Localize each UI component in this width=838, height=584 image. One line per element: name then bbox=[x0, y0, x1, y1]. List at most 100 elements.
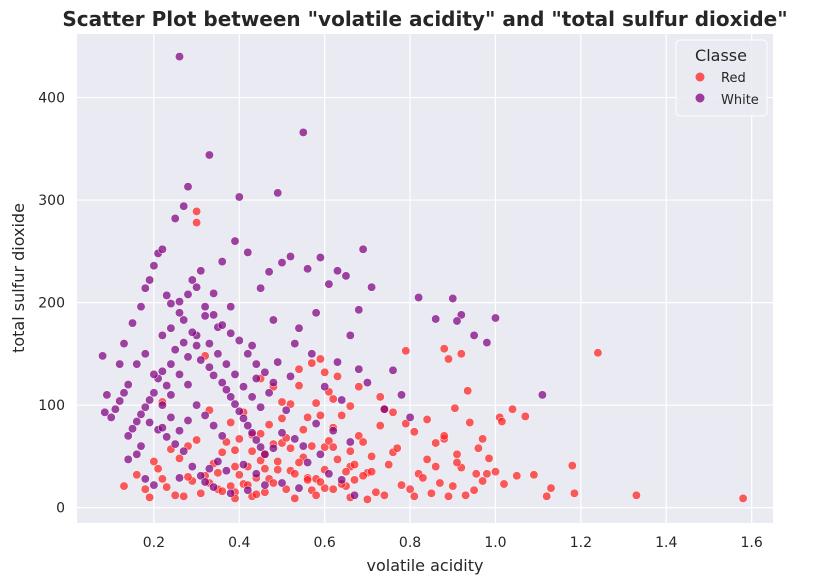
legend: Classe Red White bbox=[675, 39, 768, 117]
data-point-white bbox=[337, 475, 347, 485]
data-point-red bbox=[286, 443, 295, 453]
data-point-white bbox=[149, 388, 159, 398]
data-point-white bbox=[166, 390, 176, 400]
data-point-white bbox=[145, 418, 155, 427]
data-point-white bbox=[157, 423, 167, 433]
data-point-white bbox=[175, 473, 184, 483]
data-point-red bbox=[546, 483, 556, 493]
data-point-red bbox=[273, 465, 283, 475]
data-point-white bbox=[256, 442, 266, 452]
data-point-red bbox=[277, 397, 287, 407]
data-point-red bbox=[478, 434, 488, 444]
data-point-red bbox=[277, 413, 287, 423]
data-point-white bbox=[209, 310, 219, 320]
data-point-white bbox=[234, 336, 244, 345]
data-point-red bbox=[315, 354, 325, 364]
data-point-white bbox=[354, 305, 364, 315]
data-point-red bbox=[401, 419, 411, 429]
data-point-white bbox=[196, 355, 206, 365]
data-point-red bbox=[192, 218, 202, 228]
data-point-red bbox=[119, 481, 129, 491]
data-point-red bbox=[303, 475, 313, 485]
y-axis-label: total sulfur dioxide bbox=[9, 203, 28, 353]
data-point-red bbox=[405, 484, 415, 494]
data-point-red bbox=[379, 490, 389, 500]
data-point-white bbox=[354, 364, 364, 374]
data-point-white bbox=[307, 349, 317, 359]
data-point-white bbox=[260, 367, 270, 377]
data-point-white bbox=[110, 404, 120, 414]
data-point-white bbox=[166, 323, 176, 333]
data-point-white bbox=[200, 477, 210, 487]
data-point-red bbox=[341, 467, 351, 477]
data-point-red bbox=[251, 489, 261, 499]
x-tick-label: 1.6 bbox=[741, 535, 763, 551]
data-point-red bbox=[328, 394, 338, 404]
data-point-white bbox=[256, 402, 266, 412]
data-point-red bbox=[145, 492, 155, 502]
data-point-white bbox=[431, 314, 441, 324]
data-point-red bbox=[439, 344, 449, 354]
data-point-red bbox=[631, 490, 641, 500]
data-point-red bbox=[350, 475, 359, 485]
data-point-red bbox=[153, 464, 163, 474]
data-point-red bbox=[247, 446, 257, 456]
data-point-white bbox=[196, 266, 206, 276]
data-point-red bbox=[294, 364, 304, 374]
data-point-red bbox=[473, 443, 483, 453]
data-point-white bbox=[217, 257, 227, 267]
data-point-white bbox=[132, 359, 142, 369]
data-point-white bbox=[196, 471, 206, 481]
data-point-red bbox=[426, 488, 436, 498]
data-point-white bbox=[179, 446, 189, 456]
data-point-red bbox=[149, 457, 159, 466]
data-point-red bbox=[465, 418, 475, 427]
data-point-white bbox=[166, 299, 176, 309]
data-point-red bbox=[358, 471, 368, 481]
data-point-red bbox=[567, 461, 577, 471]
data-point-white bbox=[320, 382, 330, 392]
data-point-white bbox=[251, 435, 261, 445]
x-tick-label: 1.2 bbox=[570, 535, 592, 551]
data-point-red bbox=[311, 490, 321, 500]
data-point-white bbox=[311, 419, 321, 429]
data-point-white bbox=[247, 428, 257, 438]
data-point-red bbox=[388, 407, 398, 417]
data-point-white bbox=[315, 253, 325, 262]
data-point-white bbox=[187, 462, 197, 472]
data-point-red bbox=[192, 206, 202, 216]
data-point-white bbox=[388, 365, 398, 375]
legend-label-white: White bbox=[721, 93, 759, 108]
data-point-white bbox=[140, 283, 150, 293]
data-point-white bbox=[303, 458, 313, 467]
data-point-red bbox=[448, 481, 458, 491]
data-point-red bbox=[456, 349, 466, 359]
data-point-white bbox=[456, 310, 466, 320]
data-point-white bbox=[234, 192, 244, 202]
x-tick-label: 1.4 bbox=[655, 535, 677, 551]
data-point-white bbox=[452, 316, 462, 326]
data-point-red bbox=[157, 474, 167, 484]
data-point-red bbox=[461, 490, 471, 500]
data-point-white bbox=[251, 374, 261, 383]
data-point-red bbox=[175, 453, 184, 463]
data-point-white bbox=[221, 359, 231, 369]
y-tick-label: 100 bbox=[38, 398, 65, 414]
data-point-white bbox=[277, 428, 287, 438]
data-point-white bbox=[221, 385, 231, 395]
data-point-red bbox=[196, 488, 206, 498]
x-axis-label: volatile acidity bbox=[367, 556, 484, 575]
data-point-white bbox=[221, 466, 231, 476]
data-point-white bbox=[243, 485, 253, 495]
data-point-red bbox=[213, 468, 223, 478]
data-point-white bbox=[226, 488, 236, 498]
data-point-white bbox=[192, 282, 202, 292]
data-point-white bbox=[298, 127, 308, 137]
data-point-red bbox=[362, 494, 372, 504]
data-point-white bbox=[162, 381, 172, 391]
data-point-red bbox=[397, 480, 406, 490]
data-point-white bbox=[264, 388, 274, 398]
data-point-white bbox=[277, 478, 287, 488]
data-point-white bbox=[367, 282, 377, 292]
